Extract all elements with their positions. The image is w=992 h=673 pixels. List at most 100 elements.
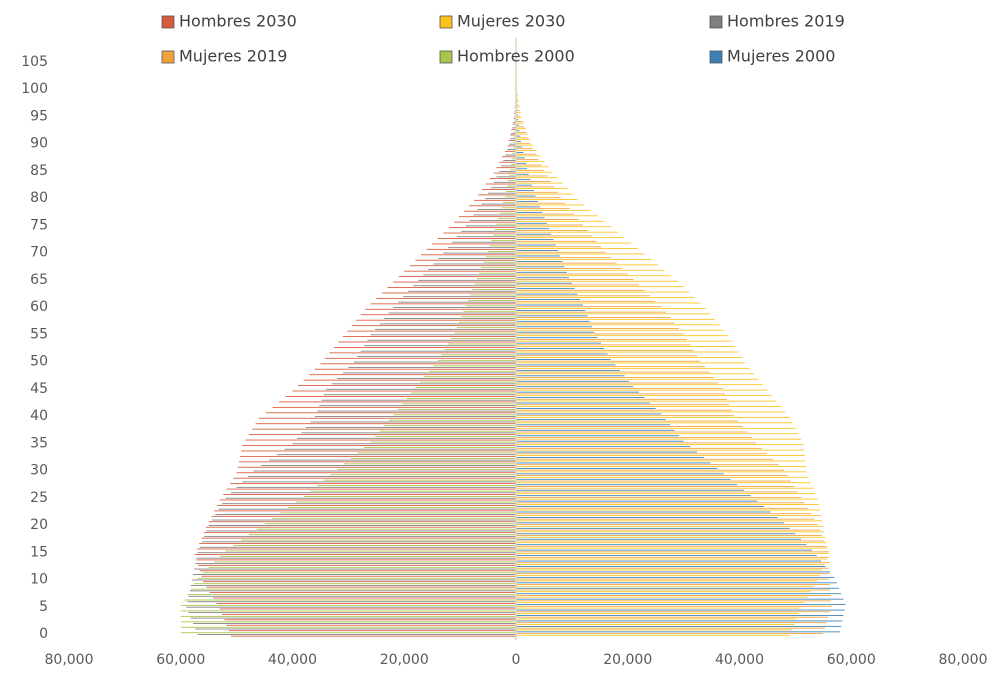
- bar: [516, 339, 687, 340]
- bar: [516, 132, 526, 133]
- bar: [508, 180, 516, 181]
- bar: [516, 461, 805, 462]
- bar: [516, 292, 689, 293]
- bar: [516, 553, 829, 554]
- bar: [516, 584, 829, 585]
- bar: [516, 579, 829, 580]
- bar: [181, 616, 516, 617]
- bar: [516, 203, 565, 204]
- bar: [516, 343, 601, 344]
- bar: [380, 431, 516, 432]
- bar: [361, 351, 516, 352]
- bar: [516, 235, 592, 236]
- bar: [516, 468, 717, 469]
- bar: [516, 192, 557, 193]
- bar: [501, 166, 516, 167]
- bar: [516, 205, 584, 206]
- bar: [516, 137, 528, 138]
- bar: [516, 283, 572, 284]
- bar: [293, 443, 517, 444]
- bar: [516, 335, 728, 336]
- bar: [516, 199, 577, 200]
- bar: [516, 488, 813, 489]
- bar: [197, 549, 516, 550]
- bar: [502, 156, 516, 157]
- bar: [246, 440, 516, 441]
- bar: [222, 503, 516, 504]
- bar: [190, 590, 516, 591]
- bar: [241, 540, 516, 541]
- bar: [516, 415, 734, 416]
- bar: [516, 217, 544, 218]
- bar: [438, 360, 516, 361]
- bar: [319, 405, 516, 406]
- bar: [198, 552, 516, 553]
- bar: [501, 207, 516, 208]
- bar: [181, 627, 516, 628]
- bar: [209, 521, 516, 522]
- bar: [516, 428, 795, 429]
- bar: [516, 544, 807, 545]
- bar: [516, 597, 808, 598]
- bar: [448, 344, 516, 345]
- bar: [516, 604, 846, 605]
- bar: [516, 577, 834, 578]
- bar: [516, 154, 536, 155]
- bar: [516, 315, 588, 316]
- bar: [357, 356, 516, 357]
- bar: [516, 626, 841, 627]
- bar: [297, 438, 516, 439]
- bar: [486, 256, 516, 257]
- bar: [516, 559, 827, 560]
- bar: [516, 453, 767, 454]
- bar: [202, 541, 516, 542]
- bar: [516, 384, 763, 385]
- bar: [516, 134, 528, 135]
- bar: [516, 354, 608, 355]
- y-tick-label: 70: [30, 245, 48, 261]
- y-tick-label: 65: [30, 272, 48, 288]
- bar: [459, 216, 516, 217]
- x-tick-label: 40,000: [268, 652, 317, 668]
- bar: [217, 505, 516, 506]
- bar: [516, 370, 620, 371]
- bar: [516, 452, 697, 453]
- bar: [505, 151, 516, 152]
- bar: [488, 193, 516, 194]
- bar: [384, 318, 516, 319]
- y-tick-label: 75: [30, 217, 48, 233]
- bar: [516, 408, 656, 409]
- bar: [516, 241, 596, 242]
- y-tick-label: 55: [30, 326, 48, 342]
- bar: [516, 628, 825, 629]
- bar: [516, 566, 826, 567]
- bar: [503, 202, 516, 203]
- y-tick-label: 85: [30, 163, 48, 179]
- bar: [516, 439, 801, 440]
- bar: [361, 314, 516, 315]
- bar: [220, 556, 516, 557]
- bar: [398, 302, 516, 303]
- bar: [516, 388, 723, 389]
- bar: [516, 562, 829, 563]
- bar: [516, 515, 821, 516]
- bar: [516, 141, 521, 142]
- bar: [516, 161, 544, 162]
- bar: [478, 194, 516, 195]
- bar: [375, 329, 516, 330]
- y-tick-label: 0: [39, 626, 48, 642]
- y-tick-label: 100: [21, 81, 48, 97]
- bar: [516, 225, 583, 226]
- legend-label: Mujeres 2000: [727, 47, 835, 66]
- bar: [399, 276, 516, 277]
- bar: [516, 520, 822, 521]
- bar: [485, 198, 516, 199]
- bar: [469, 205, 516, 206]
- bar: [220, 500, 516, 501]
- bar: [516, 263, 617, 264]
- bar: [516, 580, 818, 581]
- bar: [421, 254, 516, 255]
- bar: [516, 608, 801, 609]
- bar: [454, 222, 516, 223]
- bar: [516, 277, 569, 278]
